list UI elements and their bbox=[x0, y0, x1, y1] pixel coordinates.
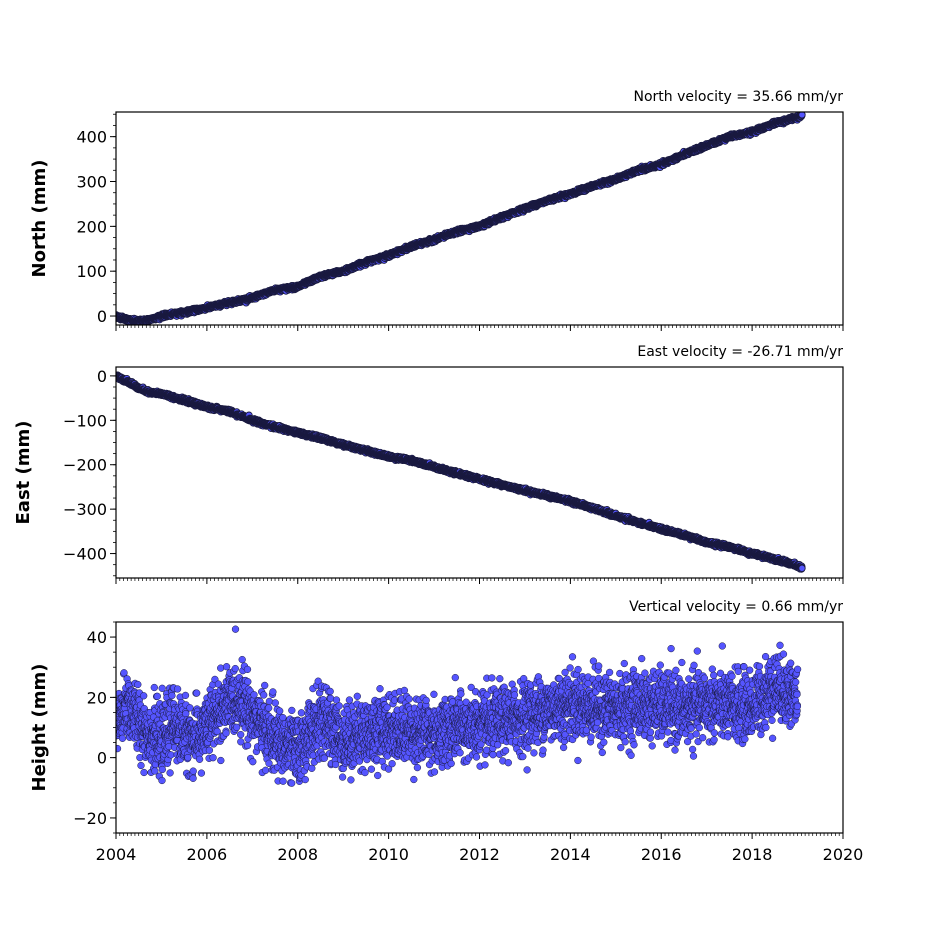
north-points bbox=[116, 112, 806, 325]
